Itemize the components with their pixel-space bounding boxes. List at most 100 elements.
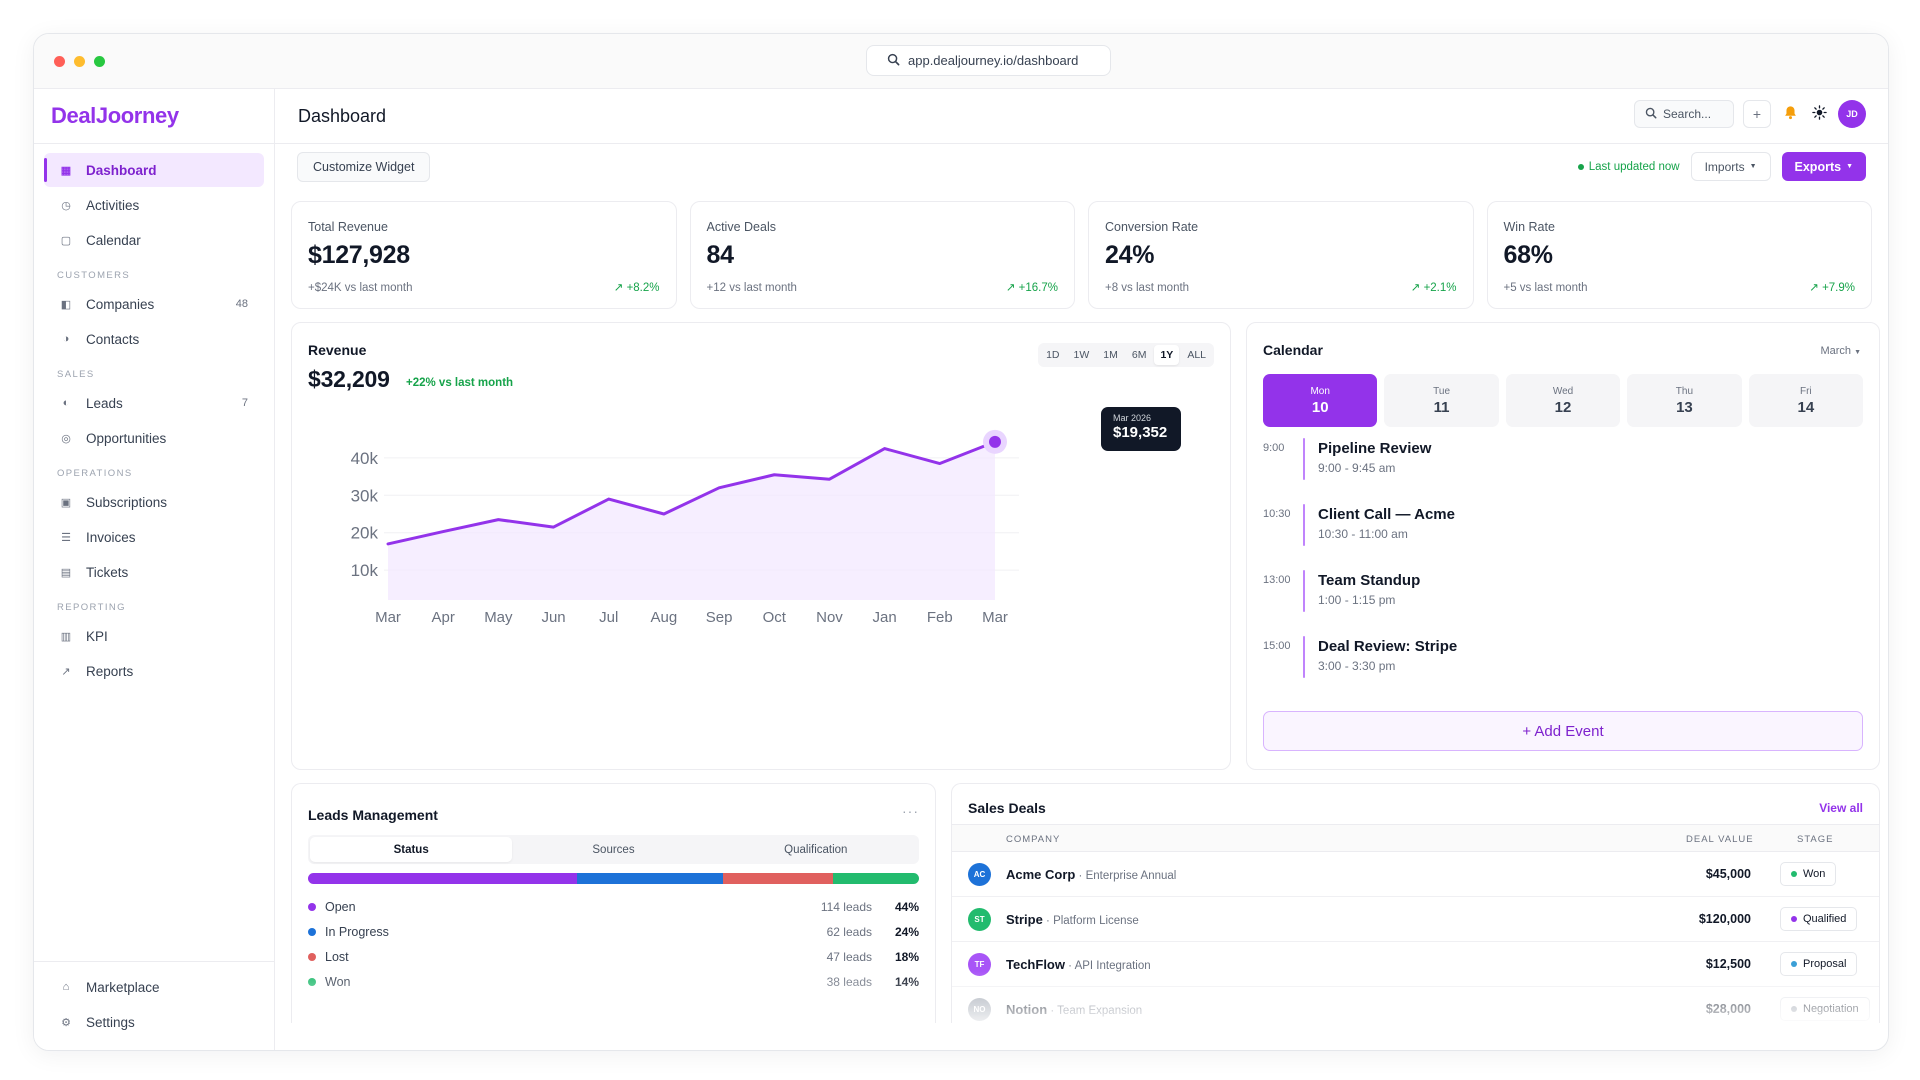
revenue-title: Revenue (308, 342, 367, 358)
sidebar-item-leads[interactable]: ◐ Leads 7 (44, 386, 264, 420)
bottom-fade (292, 971, 935, 1023)
month-selector[interactable]: March ▼ (1820, 345, 1861, 357)
day-mon[interactable]: Mon 10 (1263, 374, 1378, 427)
sidebar-item-settings[interactable]: ⚙ Settings (44, 1005, 264, 1039)
deal-value: $45,000 (1705, 867, 1751, 881)
url-text: app.dealjourney.io/dashboard (908, 53, 1079, 68)
main-content: Dashboard Search... + (275, 89, 1888, 1050)
sidebar-nav: ▦ Dashboard ◷ Activities ▢ Calendar CUSTOMERS ◧… (34, 144, 274, 688)
sidebar-item-label: Companies (86, 296, 155, 312)
kpi-card-active-deals[interactable]: Active Deals 84 +12 vs last month ↗ +16.7% (689, 201, 1075, 309)
imports-label: Imports (1704, 159, 1745, 174)
tab-sources[interactable]: Sources (592, 843, 635, 856)
column-deal-value[interactable]: DEAL VALUE (1686, 834, 1754, 845)
range-option-1d[interactable]: 1D (1046, 349, 1060, 361)
x-tick-label: Feb (927, 609, 953, 626)
x-tick-label: Aug (651, 609, 678, 626)
notifications-button[interactable] (1780, 100, 1800, 128)
column-company[interactable]: COMPANY (1006, 834, 1061, 845)
range-option-1w[interactable]: 1W (1073, 349, 1090, 361)
kpi-card-total-revenue[interactable]: Total Revenue $127,928 +$24K vs last month… (291, 201, 677, 309)
legend-count: 114 leads (820, 899, 872, 914)
kpi-value: 68% (1503, 241, 1553, 269)
day-date: 12 (1554, 398, 1572, 416)
leads-tabs: Status Sources Qualification (308, 835, 919, 864)
range-selector: 1D 1W 1M 6M 1Y ALL (1038, 343, 1214, 367)
legend-count: 62 leads (826, 924, 872, 939)
sun-icon (1811, 104, 1827, 124)
imports-dropdown[interactable]: Imports ▼ (1690, 152, 1771, 181)
calendar-title: Calendar (1263, 342, 1323, 358)
exports-dropdown[interactable]: Exports ▼ (1781, 152, 1866, 181)
x-tick-label: Apr (432, 609, 455, 626)
toolbar-actions: Last updated now Imports ▼ Exports ▼ (1577, 152, 1866, 181)
last-updated-status: Last updated now (1577, 161, 1680, 173)
deals-title: Sales Deals (968, 800, 1046, 816)
day-fri[interactable]: Fri 14 (1748, 374, 1864, 427)
day-thu[interactable]: Thu 13 (1627, 374, 1742, 427)
kpi-comparison: +12 vs last month (706, 282, 797, 294)
day-tue[interactable]: Tue 11 (1384, 374, 1499, 427)
contact-icon: ◑ (62, 333, 70, 345)
sidebar-item-opportunities[interactable]: ◎ Opportunities (44, 421, 264, 455)
sidebar-item-activities[interactable]: ◷ Activities (44, 188, 264, 222)
legend-dot-icon (308, 902, 316, 911)
calendar-event[interactable]: 13:00 Team Standup 1:00 - 1:15 pm (1263, 570, 1863, 636)
add-button[interactable]: + (1743, 100, 1771, 128)
user-avatar[interactable]: JD (1838, 100, 1866, 128)
view-all-link[interactable]: View all (1819, 801, 1863, 815)
sidebar-item-reports[interactable]: ↗ Reports (44, 654, 264, 688)
caret-down-icon: ▼ (1846, 163, 1853, 170)
deal-row[interactable]: AC Acme Corp · Enterprise Annual $45,000 Wo… (952, 852, 1879, 897)
add-event-button[interactable]: + Add Event (1263, 711, 1863, 751)
more-options-icon[interactable]: ··· (902, 803, 919, 819)
segment-in-progress (576, 873, 724, 884)
tab-status[interactable]: Status (310, 837, 513, 862)
range-option-6m[interactable]: 6M (1131, 349, 1147, 361)
column-stage[interactable]: STAGE (1797, 834, 1834, 845)
sidebar-item-companies[interactable]: ◧ Companies 48 (44, 287, 264, 321)
minimize-window-dot[interactable] (74, 56, 85, 67)
sidebar-item-dashboard[interactable]: ▦ Dashboard (44, 153, 264, 187)
y-tick-label: 30k (351, 486, 379, 505)
x-tick-label: May (484, 609, 513, 626)
day-wed[interactable]: Wed 12 (1505, 374, 1621, 427)
kpi-card-win-rate[interactable]: Win Rate 68% +5 vs last month ↗ +7.9% (1486, 201, 1872, 309)
app-logo[interactable]: DealJoorney (34, 89, 274, 144)
calendar-event[interactable]: 10:30 Client Call — Acme 10:30 - 11:00 am (1263, 504, 1863, 570)
x-tick-label: Oct (763, 609, 787, 626)
tooltip-value: $19,352 (1113, 424, 1168, 441)
sidebar-item-calendar[interactable]: ▢ Calendar (44, 223, 264, 257)
close-window-dot[interactable] (54, 56, 65, 67)
sidebar-item-contacts[interactable]: ◑ Contacts (44, 322, 264, 356)
kpi-icon: ▥ (60, 630, 72, 643)
legend-row-lost: Lost 47 leads 18% (308, 944, 919, 969)
calendar-event[interactable]: 9:00 Pipeline Review 9:00 - 9:45 am (1263, 438, 1863, 504)
range-option-1m[interactable]: 1M (1103, 349, 1118, 361)
stage-badge: Qualified (1780, 907, 1858, 931)
sidebar-item-kpi[interactable]: ▥ KPI (44, 619, 264, 653)
calendar-card: Calendar March ▼ Mon 10 Tue 11 Wed 12 Thu 13 Fri… (1246, 322, 1880, 770)
x-tick-label: Jul (599, 609, 618, 626)
search-button[interactable]: Search... (1634, 100, 1734, 128)
revenue-card: Revenue $32,209 +22% vs last month 1D 1W 1… (291, 322, 1231, 770)
stage-label: Qualified (1803, 913, 1847, 925)
range-option-1y[interactable]: 1Y (1154, 345, 1180, 365)
event-time: 9:00 (1263, 442, 1285, 454)
maximize-window-dot[interactable] (94, 56, 105, 67)
sidebar-item-subscriptions[interactable]: ▣ Subscriptions (44, 485, 264, 519)
sidebar-item-invoices[interactable]: ☰ Invoices (44, 520, 264, 554)
sidebar-section-operations: OPERATIONS (57, 468, 133, 479)
theme-toggle[interactable] (1809, 100, 1829, 128)
sidebar-item-tickets[interactable]: ▤ Tickets (44, 555, 264, 589)
kpi-delta-badge: ↗ +16.7% (1005, 282, 1058, 294)
kpi-card-conversion-rate[interactable]: Conversion Rate 24% +8 vs last month ↗ +2.1… (1088, 201, 1474, 309)
customize-widget-button[interactable]: Customize Widget (297, 152, 431, 182)
sidebar-item-label: Activities (86, 197, 140, 213)
calendar-event[interactable]: 15:00 Deal Review: Stripe 3:00 - 3:30 pm (1263, 636, 1863, 702)
deal-row[interactable]: ST Stripe · Platform License $120,000 Quali… (952, 897, 1879, 942)
range-option-all[interactable]: ALL (1187, 349, 1206, 361)
tab-qualification[interactable]: Qualification (784, 843, 848, 856)
sidebar-item-marketplace[interactable]: ⌂ Marketplace (44, 970, 264, 1004)
address-bar[interactable]: app.dealjourney.io/dashboard (866, 45, 1111, 76)
